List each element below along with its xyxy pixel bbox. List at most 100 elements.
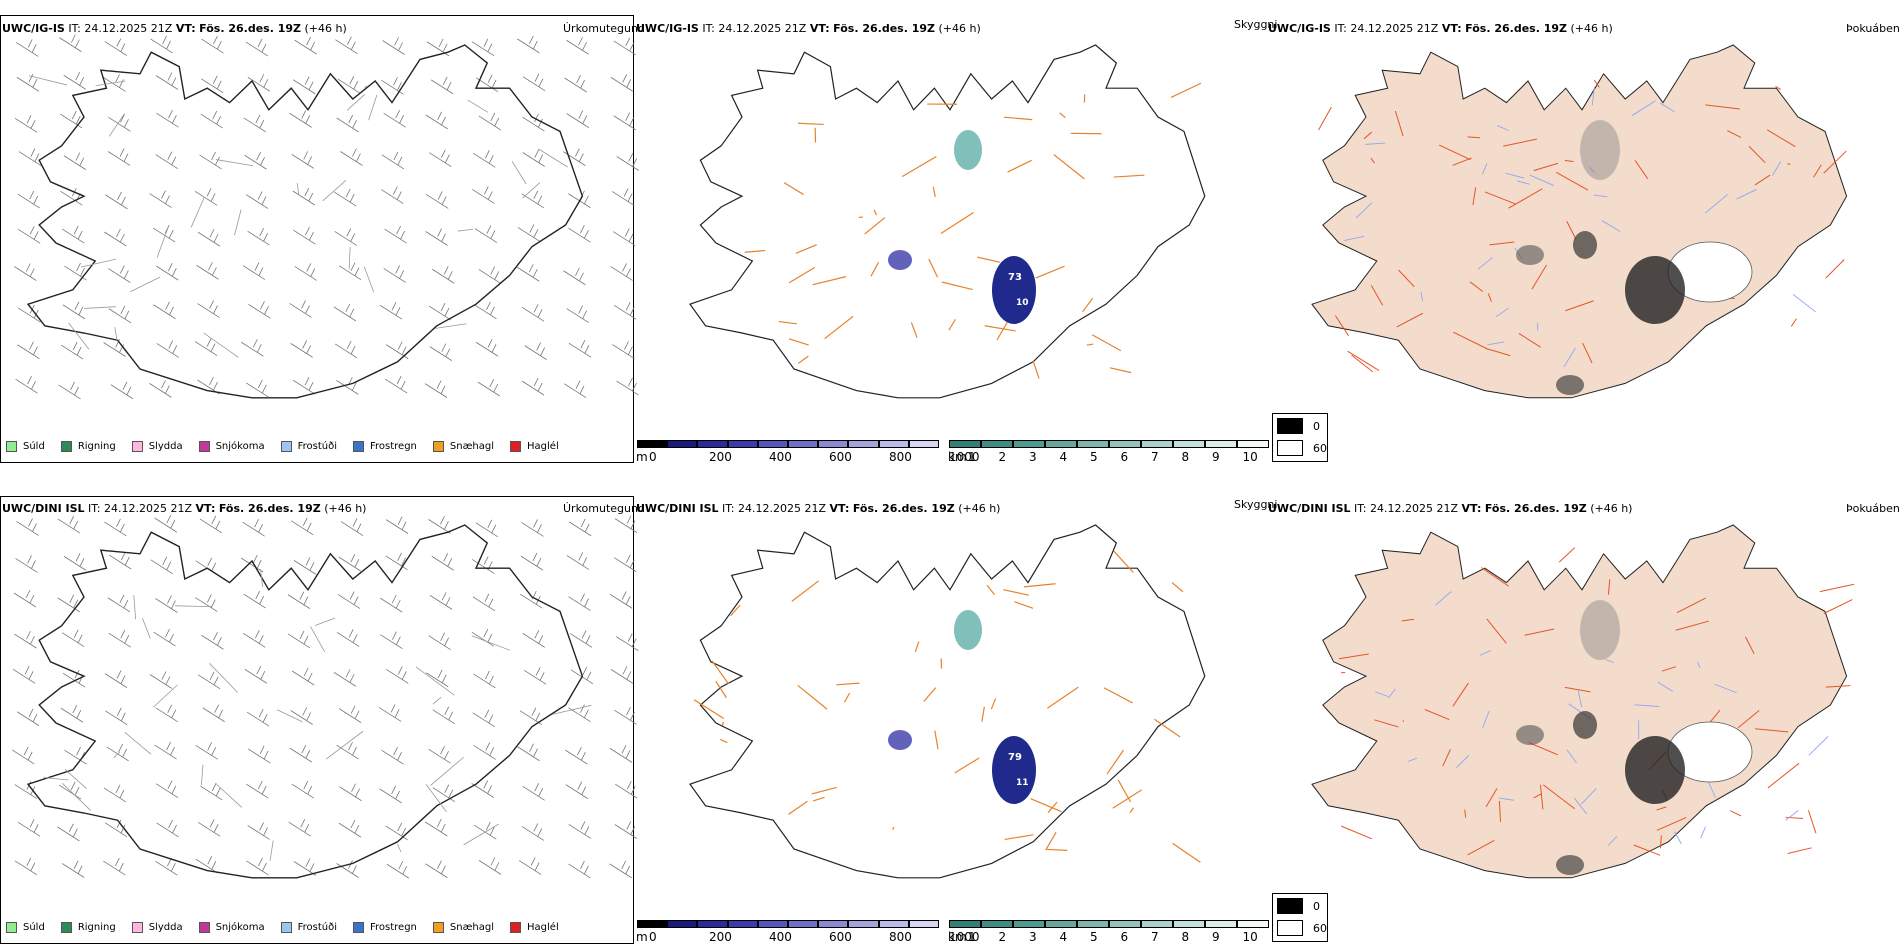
road-line (1401, 618, 1415, 622)
road-line (552, 704, 592, 715)
legend-swatch (432, 441, 444, 452)
wind-barb (242, 518, 265, 537)
precip-legend-item: Slydda (131, 922, 183, 933)
legend-label: Rigning (77, 441, 116, 452)
road-line (1744, 636, 1755, 654)
wind-barb (58, 781, 82, 800)
colorbar-segment (788, 440, 819, 448)
precip-legend-item: Rigning (60, 922, 116, 933)
river-line (1605, 658, 1615, 664)
visibility-value-label: 10 (1016, 298, 1029, 308)
wind-barb (61, 225, 85, 244)
lead-time: (+46 h) (1570, 22, 1613, 35)
legend-swatch (1277, 440, 1303, 456)
legend-label: 60 (1313, 921, 1327, 935)
fog-legend-item: 60 (1277, 920, 1327, 936)
wind-barb (246, 780, 269, 799)
river-line (1697, 661, 1701, 668)
legend-label: Frostúði (297, 922, 337, 933)
wind-barb (383, 110, 406, 128)
road-line (1003, 116, 1033, 121)
road-line (811, 786, 837, 795)
road-line (1106, 749, 1124, 775)
colorbar-segment (637, 440, 668, 448)
wind-barb (615, 780, 638, 799)
road-line (1003, 589, 1029, 596)
precip-legend-item: Frostregn (353, 441, 417, 452)
iceland-outline (1311, 524, 1848, 879)
precip-legend-item: Súld (6, 441, 45, 452)
wind-barb (425, 669, 449, 688)
visibility-colorbar: km 1 2 3 4 5 6 7 8 9 10 (948, 440, 1270, 470)
road-line (522, 182, 541, 199)
panel-title-fog: Þokuábendi (1846, 502, 1900, 515)
road-line (156, 228, 169, 258)
visibility-value-label: 11 (1016, 778, 1029, 788)
colorbar-tick: 600 (829, 930, 852, 944)
wind-barb (521, 519, 544, 537)
wind-barb (245, 38, 269, 57)
road-line (1032, 360, 1040, 379)
wind-barb (156, 110, 179, 128)
wind-barb (471, 780, 494, 798)
colorbar-segment (949, 440, 981, 448)
wind-barb (381, 77, 404, 95)
wind-barb (149, 190, 172, 208)
fog-legend-item: 0 (1277, 418, 1320, 434)
wind-barb (566, 37, 589, 55)
wind-barb (568, 821, 592, 839)
colorbar-tick: 0 (649, 930, 657, 944)
river-line (1607, 835, 1618, 846)
river-line (1496, 125, 1509, 131)
river-line (1577, 690, 1583, 708)
wind-barb (380, 631, 403, 650)
road-line (1172, 842, 1201, 863)
road-line (730, 604, 741, 617)
road-line (43, 777, 69, 781)
wind-barb (472, 709, 496, 728)
colorbar-segment (1205, 440, 1237, 448)
road-line (1555, 171, 1589, 191)
road-line (940, 212, 974, 235)
colorbar-tick: 2 (998, 930, 1007, 944)
colorbar-tick: 5 (1090, 450, 1098, 464)
legend-swatch (353, 441, 364, 452)
wind-barb (614, 515, 638, 533)
road-line (325, 730, 364, 760)
road-line (1113, 174, 1145, 178)
wind-barb (522, 73, 546, 92)
wind-barb (336, 629, 360, 647)
legend-label: Súld (23, 922, 45, 933)
wind-barb (384, 375, 408, 394)
wind-barb (518, 857, 542, 875)
colorbar-segment (818, 920, 849, 928)
wind-barb (57, 515, 80, 534)
vt-value: Fös. 26.des. 19Z (833, 22, 936, 35)
model-header: UWC/IG-IS IT: 24.12.2025 21Z VT: Fös. 26… (636, 22, 981, 35)
wind-barb (471, 629, 495, 647)
colorbar-segment (1237, 920, 1269, 928)
vt-label: VT: (175, 22, 196, 35)
road-line (1825, 259, 1845, 279)
river-line (1657, 681, 1674, 692)
colorbar-segment (1205, 920, 1237, 928)
river-line (1477, 257, 1493, 270)
road-line (1370, 285, 1384, 306)
road-line (1787, 163, 1791, 165)
wind-barb (474, 301, 497, 320)
wind-barb (201, 75, 224, 94)
wind-barb (153, 628, 176, 647)
model-name: UWC/IG-IS (2, 22, 65, 35)
road-line (1486, 618, 1507, 644)
road-line (788, 338, 809, 346)
precip-legend: Súld Rigning Slydda Snjókoma Frostúði Frostre… (6, 441, 575, 452)
road-line (986, 584, 996, 596)
wind-barb (14, 115, 38, 133)
colorbar-segment (981, 920, 1013, 928)
legend-label: Slydda (148, 441, 183, 452)
road-line (1533, 162, 1559, 172)
wind-barb (337, 75, 361, 94)
wind-barb (156, 340, 179, 358)
river-line (1505, 172, 1525, 179)
colorbar-tick: 800 (889, 930, 912, 944)
